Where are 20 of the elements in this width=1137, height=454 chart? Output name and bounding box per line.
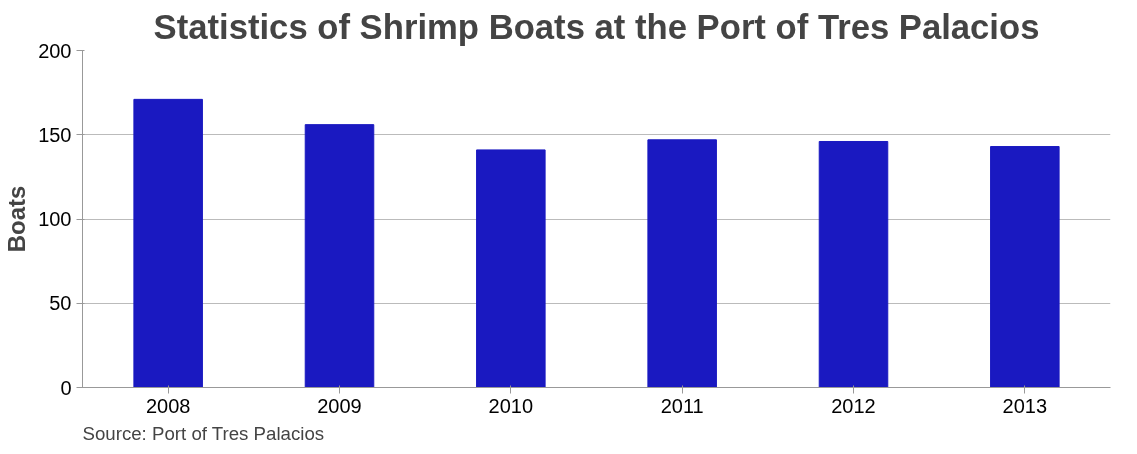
x-tick-label: 2011 bbox=[660, 394, 704, 417]
x-tick-label: 2009 bbox=[317, 394, 362, 417]
source-note: Source: Port of Tres Palacios bbox=[82, 422, 325, 444]
y-tick-label: 100 bbox=[38, 208, 72, 230]
x-tick-label: 2010 bbox=[488, 394, 534, 417]
bar bbox=[818, 140, 889, 388]
y-tick-label: 50 bbox=[49, 292, 72, 315]
y-tick-label: 150 bbox=[38, 123, 72, 146]
y-tick-label: 200 bbox=[38, 39, 72, 62]
bar bbox=[647, 139, 717, 388]
bar bbox=[133, 98, 203, 388]
y-tick-label: 0 bbox=[60, 376, 72, 399]
x-tick-label: 2012 bbox=[831, 394, 876, 417]
bar bbox=[304, 124, 375, 388]
x-tick-label: 2008 bbox=[145, 394, 191, 417]
x-tick-label: 2013 bbox=[1002, 394, 1048, 417]
chart-title: Statistics of Shrimp Boats at the Port of Tres Palacios bbox=[153, 7, 1040, 46]
bar bbox=[990, 146, 1060, 388]
y-axis-title: Boats bbox=[3, 185, 31, 253]
bar bbox=[476, 149, 546, 388]
